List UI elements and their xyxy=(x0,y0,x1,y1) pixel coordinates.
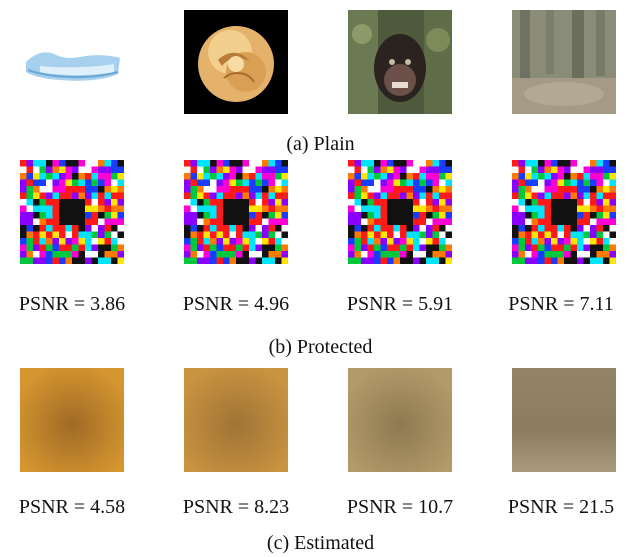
estimated-image-3 xyxy=(348,368,452,472)
caption-estimated: (c) Estimated xyxy=(266,532,375,554)
estimated-image-1 xyxy=(20,368,124,472)
psnr-estimated-4: PSNR = 21.5 xyxy=(507,496,615,518)
protected-image-3 xyxy=(348,160,452,264)
psnr-estimated-1: PSNR = 4.58 xyxy=(18,496,126,518)
estimated-image-2 xyxy=(184,368,288,472)
psnr-protected-4: PSNR = 7.11 xyxy=(508,293,614,315)
plain-image-1 xyxy=(20,10,124,114)
plain-image-4 xyxy=(512,10,616,114)
psnr-protected-1: PSNR = 3.86 xyxy=(18,293,126,315)
psnr-protected-3: PSNR = 5.91 xyxy=(346,293,454,315)
protected-image-1 xyxy=(20,160,124,264)
psnr-protected-2: PSNR = 4.96 xyxy=(182,293,290,315)
plain-image-3 xyxy=(348,10,452,114)
plain-image-2 xyxy=(184,10,288,114)
psnr-estimated-2: PSNR = 8.23 xyxy=(182,496,290,518)
caption-protected: (b) Protected xyxy=(268,336,373,358)
caption-plain: (a) Plain xyxy=(286,133,355,155)
protected-image-4 xyxy=(512,160,616,264)
protected-image-2 xyxy=(184,160,288,264)
psnr-estimated-3: PSNR = 10.7 xyxy=(346,496,454,518)
estimated-image-4 xyxy=(512,368,616,472)
